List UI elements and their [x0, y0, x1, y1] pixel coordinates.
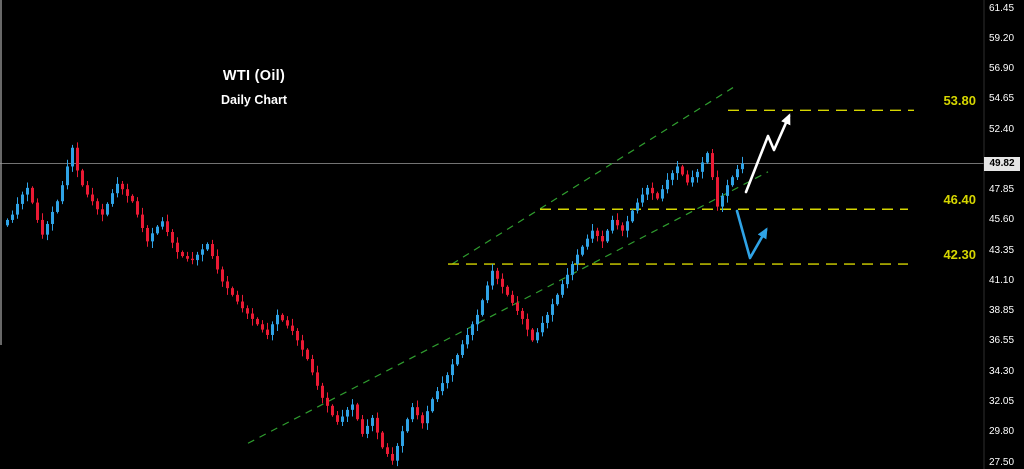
axis-tick-label: 54.65	[989, 93, 1015, 105]
axis-tick-label: 29.80	[989, 425, 1015, 437]
trend-channel-lines	[247, 87, 769, 444]
level-label: 53.80	[943, 93, 976, 109]
axis-tick-label: 34.30	[989, 365, 1015, 377]
chart-subtitle: Daily Chart	[221, 93, 287, 107]
axis-tick-label: 41.10	[989, 274, 1015, 286]
axis-tick-label: 32.05	[989, 395, 1015, 407]
blue-down-arrow	[735, 209, 768, 260]
axis-tick-label: 56.90	[989, 63, 1015, 75]
price-axis[interactable]: 61.45 59.20 56.90 54.65 52.40 47.85 45.60 43.35…	[984, 0, 1024, 469]
support-resistance-lines	[448, 109, 914, 265]
white-up-arrow	[744, 113, 791, 194]
current-price-label: 49.82	[984, 156, 1020, 171]
chart-title-block: WTI (Oil) Daily Chart	[180, 68, 328, 107]
axis-tick-label: 36.55	[989, 335, 1015, 347]
projection-arrows	[735, 113, 791, 260]
axis-tick-label: 43.35	[989, 244, 1015, 256]
candles	[6, 142, 744, 467]
axis-tick-label: 27.50	[989, 456, 1015, 468]
axis-tick-label: 61.45	[989, 2, 1015, 14]
axis-tick-label: 52.40	[989, 123, 1015, 135]
level-label: 46.40	[943, 192, 976, 208]
level-label: 42.30	[943, 247, 976, 263]
chart-title: WTI (Oil)	[222, 68, 286, 84]
axis-tick-label: 47.85	[989, 184, 1015, 196]
axis-tick-label: 38.85	[989, 304, 1015, 316]
axis-tick-label: 59.20	[989, 32, 1015, 44]
axis-tick-label: 45.60	[989, 214, 1015, 226]
